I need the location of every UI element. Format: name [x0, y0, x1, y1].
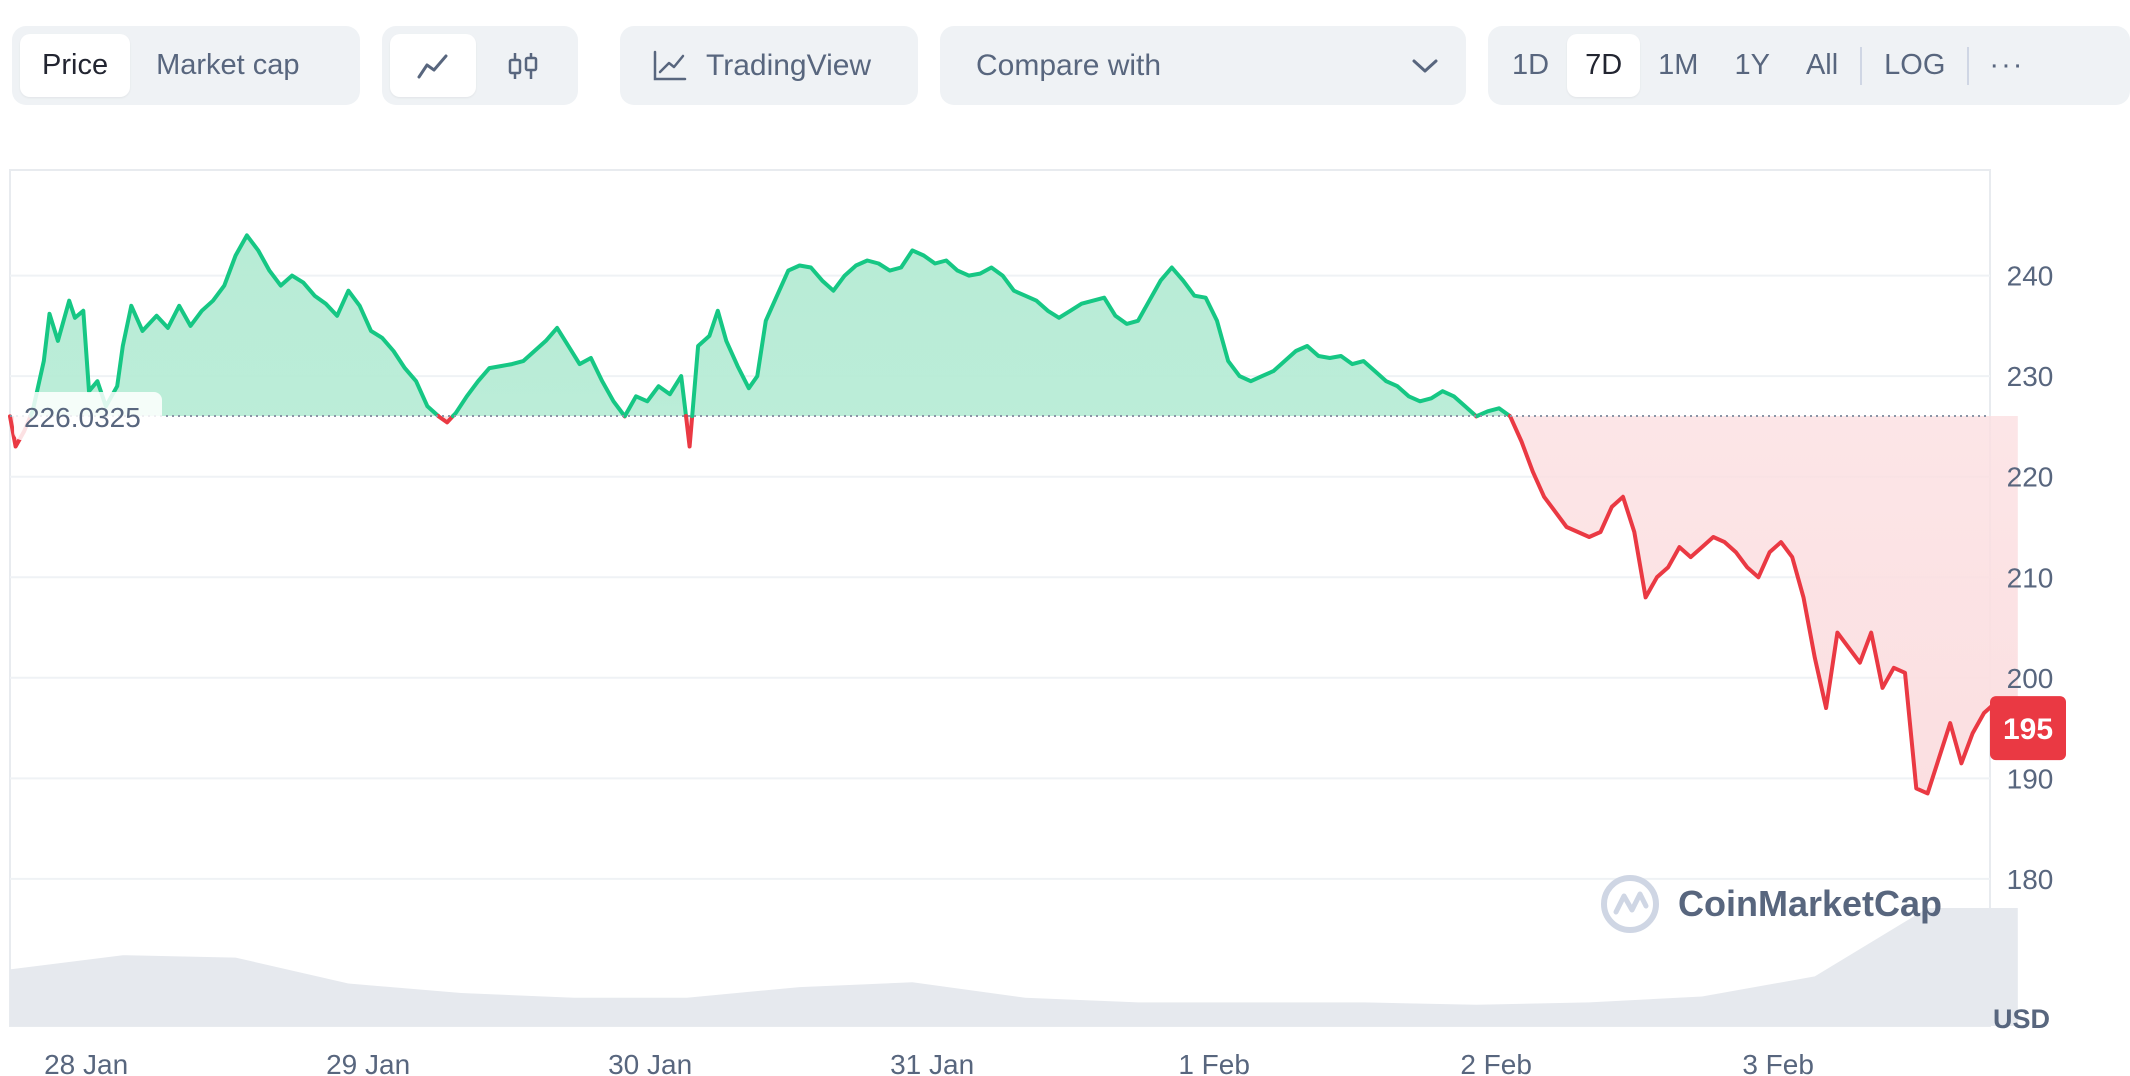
baseline-value-label: 226.0325	[24, 402, 141, 433]
range-1m-button[interactable]: 1M	[1658, 49, 1699, 81]
line-segment-up-3	[451, 325, 627, 418]
candlestick-button[interactable]	[480, 34, 566, 97]
y-tick-label-230: 230	[2007, 361, 2054, 392]
baseline-label-background	[14, 392, 162, 441]
view-toggle: Price Market cap	[12, 26, 360, 105]
line-segment-down-10	[1507, 414, 2020, 796]
tradingview-button[interactable]: TradingView	[620, 26, 918, 105]
chart-toolbar: Price Market cap TradingView Compare wit…	[0, 0, 2130, 120]
price-chart[interactable]: 226.0325 240 230 220 210 200 190 180 28 Jan 29 …	[0, 160, 2130, 1076]
more-options-button[interactable]: ···	[1989, 49, 2025, 81]
line-chart-icon	[417, 54, 448, 78]
volume-bars	[10, 908, 2018, 1026]
x-tick-label-2: 30 Jan	[608, 1049, 692, 1076]
area-above-baseline-5	[624, 376, 686, 416]
current-price-label: 195	[2003, 713, 2053, 746]
time-range-toggle: 1D 7D 1M 1Y All LOG ···	[1488, 26, 2130, 105]
x-axis-ticks: 28 Jan 29 Jan 30 Jan 31 Jan 1 Feb 2 Feb 3 Feb	[44, 1049, 1814, 1076]
candlestick-icon	[508, 52, 538, 79]
current-price-tag: 195	[1990, 696, 2066, 761]
market-cap-tab[interactable]: Market cap	[156, 49, 300, 81]
line-segment-up-7	[690, 248, 1478, 418]
line-segment-up-1	[28, 233, 441, 418]
range-all-button[interactable]: All	[1805, 49, 1839, 81]
tradingview-icon	[653, 50, 687, 80]
y-tick-label-200: 200	[2007, 663, 2054, 694]
range-1d-button[interactable]: 1D	[1512, 49, 1550, 81]
x-tick-label-3: 31 Jan	[890, 1049, 974, 1076]
tradingview-label: TradingView	[706, 48, 872, 82]
current-price-background	[1990, 696, 2066, 761]
area-above-baseline-3	[453, 327, 625, 416]
chart-type-toggle	[382, 26, 578, 105]
coinmarketcap-watermark: CoinMarketCap	[1601, 875, 1942, 933]
x-tick-label-4: 1 Feb	[1178, 1049, 1250, 1076]
range-divider	[1860, 46, 1863, 85]
volume-area	[10, 908, 2018, 1026]
baseline-marker: 226.0325	[10, 392, 1990, 441]
price-line	[8, 233, 2020, 796]
price-tab[interactable]: Price	[20, 34, 131, 97]
x-tick-label-6: 3 Feb	[1742, 1049, 1814, 1076]
area-above-baseline-7	[692, 250, 1476, 416]
y-tick-label-220: 220	[2007, 462, 2054, 493]
line-segment-down-6	[684, 414, 695, 449]
log-scale-button[interactable]: LOG	[1884, 49, 1946, 81]
y-tick-label-210: 210	[2007, 562, 2054, 593]
more-divider	[1967, 46, 1970, 85]
x-tick-label-0: 28 Jan	[44, 1049, 128, 1076]
y-axis-ticks: 240 230 220 210 200 190 180	[2007, 261, 2054, 895]
watermark-label: CoinMarketCap	[1678, 883, 1942, 924]
line-chart-button[interactable]	[390, 34, 476, 97]
x-tick-label-5: 2 Feb	[1460, 1049, 1532, 1076]
area-above-baseline-1	[30, 235, 439, 416]
x-tick-label-1: 29 Jan	[326, 1049, 410, 1076]
range-1y-button[interactable]: 1Y	[1734, 49, 1770, 81]
compare-with-dropdown[interactable]: Compare with	[940, 26, 1466, 105]
chevron-down-icon	[1412, 59, 1438, 72]
line-segment-up-5	[622, 374, 688, 418]
price-area-fill	[10, 235, 2018, 794]
currency-label: USD	[1993, 1004, 2050, 1034]
area-below-baseline-10	[1509, 416, 2018, 794]
line-segment-up-9	[1475, 406, 1512, 418]
y-tick-label-180: 180	[2007, 864, 2054, 895]
y-tick-label-190: 190	[2007, 763, 2054, 794]
coinmarketcap-logo-icon	[1601, 875, 1659, 933]
line-segment-down-2	[436, 414, 455, 425]
y-tick-label-240: 240	[2007, 261, 2054, 292]
range-7d-button[interactable]: 7D	[1567, 34, 1641, 97]
compare-with-label: Compare with	[976, 48, 1162, 82]
